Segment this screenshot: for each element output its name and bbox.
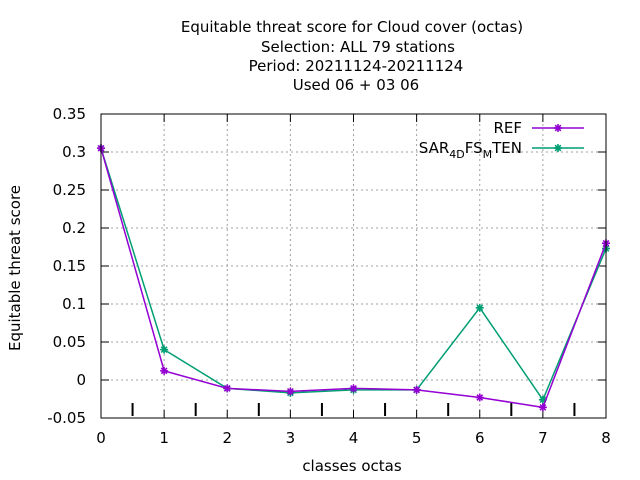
y-tick-label: 0.25 — [53, 181, 86, 199]
x-tick-label: 0 — [96, 429, 106, 447]
series-group — [97, 144, 610, 412]
plot-frame — [100, 113, 607, 419]
y-tick-label: -0.05 — [47, 409, 86, 427]
data-point — [286, 387, 295, 396]
y-axis-title: Equitable threat score — [6, 185, 24, 351]
data-point — [538, 403, 547, 412]
legend-label-ref: REF — [493, 119, 522, 137]
x-tick-label: 6 — [475, 429, 485, 447]
y-tick-label: 0.15 — [53, 257, 86, 275]
x-tick-labels: 0 1 2 3 4 5 6 7 8 — [96, 429, 611, 447]
data-point — [160, 366, 169, 375]
axis-ticks — [100, 113, 607, 419]
y-tick-label: 0.1 — [62, 295, 86, 313]
x-tick-label: 5 — [412, 429, 422, 447]
y-tick-label: 0 — [76, 371, 86, 389]
title-line-3: Period: 20211124-20211124 — [249, 57, 464, 75]
title-line-1: Equitable threat score for Cloud cover (… — [181, 18, 523, 36]
marker-stroke — [160, 367, 168, 375]
y-tick-label: 0.35 — [53, 105, 86, 123]
x-tick-label: 2 — [222, 429, 232, 447]
marker-stroke — [539, 396, 547, 404]
chart-title: Equitable threat score for Cloud cover (… — [181, 18, 523, 94]
marker-stroke — [554, 144, 562, 152]
marker-stroke — [539, 403, 547, 411]
x-tick-label: 4 — [349, 429, 359, 447]
marker-stroke — [476, 304, 484, 312]
legend-label-sar4dfsmten: SAR4DFSMTEN — [419, 139, 522, 161]
legend-entry-ref: REF — [493, 119, 584, 137]
marker-stroke — [350, 384, 357, 392]
data-point — [349, 384, 358, 393]
legend-marker-sar4dfsmten — [554, 144, 562, 152]
legend: REF SAR4DFSMTEN — [419, 119, 584, 161]
x-tick-label: 7 — [538, 429, 548, 447]
marker-stroke — [554, 124, 562, 132]
legend-marker-point — [554, 124, 562, 132]
legend-entry-sar4dfsmten: SAR4DFSMTEN — [419, 139, 584, 161]
y-tick-labels: -0.05 0 0.05 0.1 0.15 0.2 0.25 0.3 0.35 — [47, 105, 86, 427]
marker-stroke — [160, 346, 168, 353]
marker-stroke — [223, 384, 231, 392]
data-point — [475, 393, 484, 402]
marker-stroke — [413, 386, 420, 394]
x-axis-title: classes octas — [302, 457, 402, 475]
x-tick-label: 1 — [159, 429, 169, 447]
data-point — [412, 385, 421, 394]
marker-stroke — [476, 394, 484, 401]
y-tick-label: 0.2 — [62, 219, 86, 237]
data-point — [160, 345, 169, 354]
series-line — [100, 147, 607, 409]
title-line-2: Selection: ALL 79 stations — [261, 38, 455, 56]
x-tick-label: 8 — [601, 429, 611, 447]
legend-marker-ref — [554, 124, 562, 132]
legend-marker-point — [554, 144, 562, 152]
grid — [101, 114, 606, 418]
y-tick-label: 0.05 — [53, 333, 86, 351]
marker-stroke — [287, 388, 294, 395]
title-line-4: Used 06 + 03 06 — [293, 76, 419, 94]
data-point — [223, 384, 232, 393]
x-tick-label: 3 — [286, 429, 296, 447]
data-point — [475, 303, 484, 312]
y-tick-label: 0.3 — [62, 143, 86, 161]
